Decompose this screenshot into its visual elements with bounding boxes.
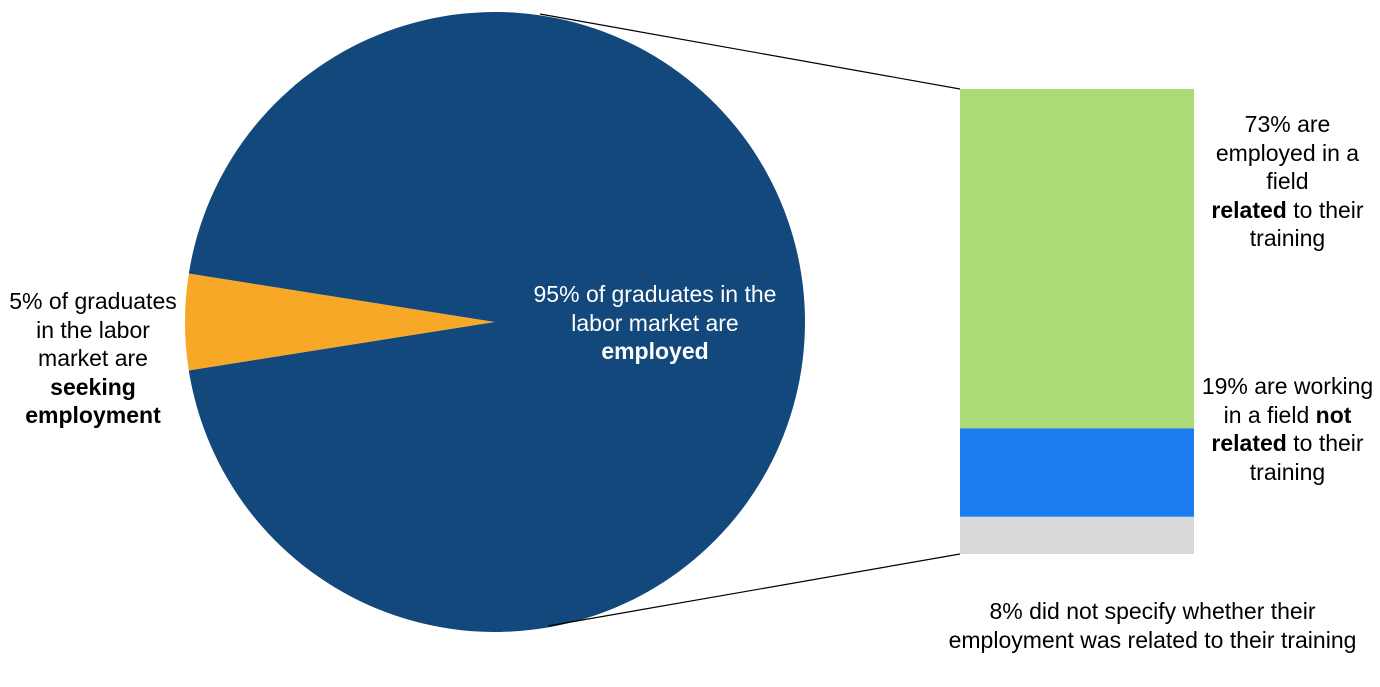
label-not-related-text: 19% are working in a field [1201, 373, 1374, 428]
bar-segment-not-related [960, 428, 1194, 517]
label-employed-bold: employed [601, 338, 709, 364]
label-unspecified: 8% did not specify whether their employm… [940, 597, 1365, 654]
label-seeking-text: 5% of graduates in the labor market are [9, 288, 177, 371]
bar-segment-related [960, 89, 1194, 429]
pie-slice-employed [188, 11, 805, 632]
connector-line-top [539, 13, 961, 90]
label-not-related-post: to their training [1249, 430, 1364, 485]
label-seeking-bold: seeking employment [25, 373, 161, 429]
label-related-bold: related [1211, 196, 1287, 223]
connector-line-bottom [547, 553, 961, 627]
label-not-related-bold: not related [1211, 401, 1352, 457]
pie-chart [184, 11, 805, 632]
pie-slice-seeking-employment [184, 273, 495, 371]
label-related: 73% are employed in a field related to t… [1200, 110, 1375, 253]
label-seeking-employment: 5% of graduates in the labor market are … [8, 287, 178, 430]
label-related-text: 73% are employed in a field [1215, 111, 1360, 194]
connector-lines [539, 13, 961, 627]
stacked-bar [960, 89, 1194, 554]
label-unspecified-text: 8% did not specify whether their employm… [948, 598, 1357, 653]
bar-segment-not-specified [960, 516, 1194, 554]
label-employed-text: 95% of graduates in the labor market are [533, 281, 777, 336]
label-employed: 95% of graduates in the labor market are… [520, 280, 790, 366]
label-related-post: to their training [1249, 196, 1364, 252]
label-not-related: 19% are working in a field not related t… [1200, 372, 1375, 486]
